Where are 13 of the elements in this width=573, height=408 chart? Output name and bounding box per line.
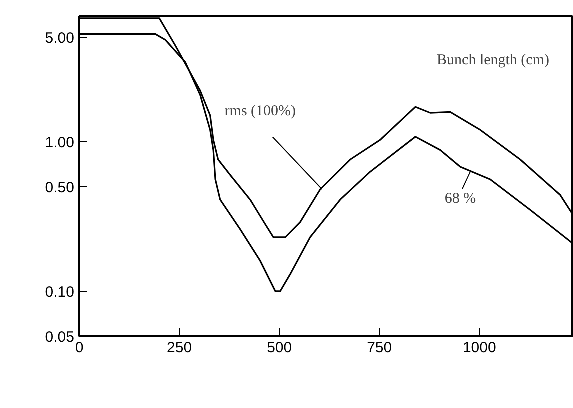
- x-tick-label: 0: [75, 340, 84, 356]
- y-tick-label: 0.05: [45, 329, 75, 346]
- text: Bunch length (cm): [437, 52, 550, 68]
- x-tick-label: 500: [267, 340, 292, 356]
- y-tick-label: 1.00: [45, 134, 75, 152]
- x-tick-label: 750: [367, 340, 392, 356]
- annotation: rms (100%): [224, 104, 296, 120]
- x-tick-label: 250: [167, 340, 192, 356]
- y-tick-label: 5.00: [45, 30, 75, 47]
- x-tick-label: 1000: [462, 340, 496, 356]
- y-tick-label: 0.10: [45, 284, 75, 301]
- y-tick-label: 0.50: [45, 179, 75, 196]
- annotation: 68 %: [444, 190, 476, 207]
